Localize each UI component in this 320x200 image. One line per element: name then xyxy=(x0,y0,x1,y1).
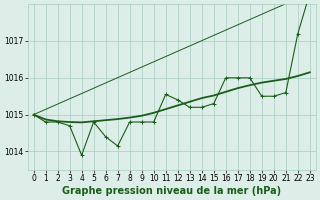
X-axis label: Graphe pression niveau de la mer (hPa): Graphe pression niveau de la mer (hPa) xyxy=(62,186,281,196)
